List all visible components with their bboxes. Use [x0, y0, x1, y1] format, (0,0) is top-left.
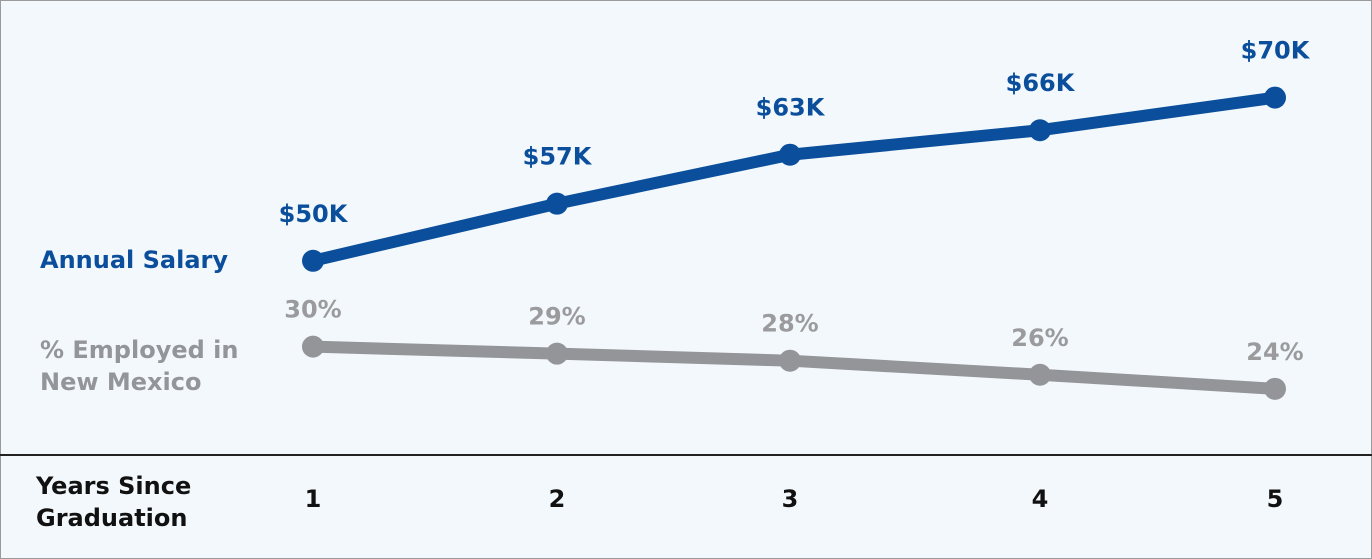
data-label: 30%: [284, 296, 341, 324]
data-label: 28%: [761, 310, 818, 338]
x-tick-label: 3: [782, 485, 799, 513]
data-label: $50K: [279, 200, 349, 228]
point: [546, 342, 568, 365]
data-label: $57K: [523, 143, 593, 171]
data-label: 29%: [528, 303, 585, 331]
series-label: Annual Salary: [40, 246, 228, 274]
series-label: % Employed in New Mexico: [40, 336, 239, 396]
point: [302, 249, 324, 272]
point: [302, 335, 324, 358]
point: [779, 349, 801, 372]
x-axis-label: Years Since Graduation: [36, 472, 192, 532]
x-tick-label: 1: [305, 485, 322, 513]
x-tick-label: 5: [1267, 485, 1284, 513]
point: [779, 143, 801, 166]
point: [1029, 363, 1051, 386]
data-label: 26%: [1011, 324, 1068, 352]
data-label: $66K: [1006, 69, 1076, 97]
x-tick-label: 4: [1032, 485, 1049, 513]
line: [307, 91, 1281, 267]
data-label: 24%: [1246, 338, 1303, 366]
point: [1264, 86, 1286, 109]
data-label: $70K: [1241, 37, 1311, 65]
point: [1264, 377, 1286, 400]
data-label: $63K: [756, 94, 826, 122]
x-tick-label: 2: [549, 485, 566, 513]
point: [1029, 119, 1051, 142]
point: [546, 192, 568, 215]
